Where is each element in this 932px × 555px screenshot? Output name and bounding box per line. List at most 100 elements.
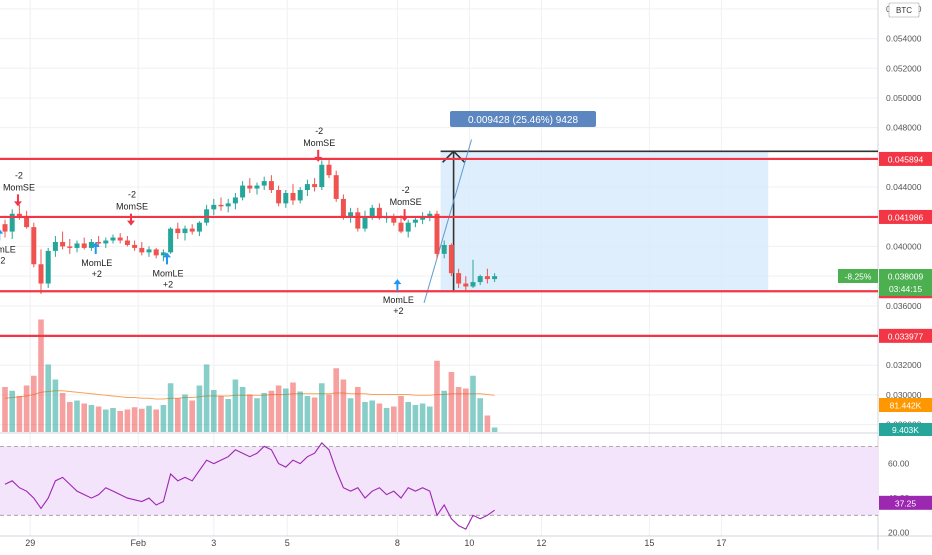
volume-bar [225, 399, 231, 432]
rsi-value-badge [879, 495, 932, 510]
volume-bar [182, 394, 188, 432]
candle-body [304, 184, 310, 191]
time-tick-label: 15 [644, 538, 654, 548]
volume-bar [491, 427, 498, 432]
candle-body [232, 197, 238, 204]
candle-body [412, 219, 418, 223]
volume-bar [470, 375, 476, 432]
candle-body [31, 227, 37, 265]
time-tick-label: 10 [464, 538, 474, 548]
candle-body [196, 222, 202, 232]
candle-body [492, 276, 498, 280]
measure-box [440, 151, 769, 292]
volume-bar [355, 387, 361, 432]
volume-bar [45, 364, 51, 432]
price-tick-label: 0.044000 [886, 182, 922, 192]
rsi-line [4, 442, 495, 530]
signal-value: +2 [92, 269, 102, 279]
rsi-value-label: 37.25 [895, 498, 917, 508]
candle-body [24, 216, 30, 228]
candle-body [240, 185, 246, 198]
signal-label: MomLE [152, 268, 183, 278]
volume-bar [427, 406, 433, 432]
candle-body [88, 241, 94, 248]
candle-body [60, 241, 66, 247]
candle-body [153, 249, 159, 256]
candle-body [376, 207, 382, 219]
signal-label: MomLE [0, 245, 16, 255]
price-tick-label: 0.040000 [886, 241, 922, 251]
volume-bar [203, 364, 210, 432]
price-tick-label: 0.036000 [886, 301, 922, 311]
signal-label: MomSE [116, 202, 148, 212]
level-price-badge [879, 209, 932, 224]
candle-body [398, 222, 404, 232]
level-price-badge [879, 328, 932, 343]
candle-body [2, 224, 8, 232]
price-tick-label: 0.048000 [886, 123, 922, 133]
volume-ma-badge [879, 398, 932, 412]
short-signal-arrowhead [400, 216, 409, 222]
candle-body [427, 213, 433, 217]
volume-bar [16, 396, 23, 432]
candle-body [189, 228, 195, 232]
candle-body [297, 190, 303, 201]
volume-bar [160, 405, 167, 432]
candle-body [52, 241, 58, 251]
volume-bar [146, 405, 152, 432]
volume-bar [261, 393, 267, 432]
candle-body [441, 244, 447, 254]
volume-bar [326, 394, 332, 432]
volume-bar [232, 379, 239, 432]
time-tick-label: 12 [536, 538, 546, 548]
price-change-label: -8.25% [845, 271, 872, 281]
signal-label: MomLE [81, 258, 112, 268]
volume-bar [405, 402, 411, 432]
candle-body [96, 241, 102, 244]
signal-value: -2 [402, 185, 410, 195]
candle-body [484, 276, 490, 280]
volume-bar [319, 383, 325, 432]
candle-body [225, 203, 231, 207]
signal-value: +2 [393, 306, 403, 316]
signal-value: +2 [0, 256, 5, 266]
candle-body [355, 212, 361, 229]
candle-body [290, 192, 296, 201]
long-signal-arrowhead [0, 229, 4, 234]
price-tick-label: 0.050000 [886, 93, 922, 103]
long-signal-arrowhead [91, 241, 100, 247]
level-price-label: 0.041986 [888, 212, 924, 222]
candle-body [132, 244, 138, 248]
candle-body [81, 243, 87, 248]
volume-bar [290, 382, 296, 432]
candle-body [456, 273, 462, 284]
candle-body [362, 216, 368, 229]
signal-value: -2 [15, 170, 23, 180]
candle-body [103, 240, 109, 244]
signal-value: -2 [315, 126, 323, 136]
short-signal-arrowhead [127, 220, 135, 226]
measure-label: 0.009428 (25.46%) 9428 [468, 115, 579, 126]
volume-bar [211, 390, 217, 432]
candle-body [124, 240, 130, 245]
volume-bar [52, 379, 59, 432]
volume-bar [268, 390, 275, 432]
price-tick-label: 0.032000 [886, 360, 922, 370]
candle-body [67, 246, 73, 248]
volume-bar [362, 402, 368, 432]
volume-label: 9.403K [892, 425, 919, 435]
volume-bar [9, 390, 15, 432]
price-tick-label: 0.052000 [886, 63, 922, 73]
volume-bar [340, 379, 347, 432]
signal-label: MomSE [3, 182, 35, 192]
candle-body [405, 222, 411, 232]
short-signal-arrowhead [314, 156, 323, 162]
volume-bar [74, 400, 80, 432]
candle-body [420, 216, 426, 220]
volume-bar [419, 403, 426, 432]
volume-bar [131, 407, 138, 432]
time-tick-label: Feb [130, 538, 146, 548]
candle-body [333, 175, 339, 199]
candle-body [463, 283, 469, 287]
